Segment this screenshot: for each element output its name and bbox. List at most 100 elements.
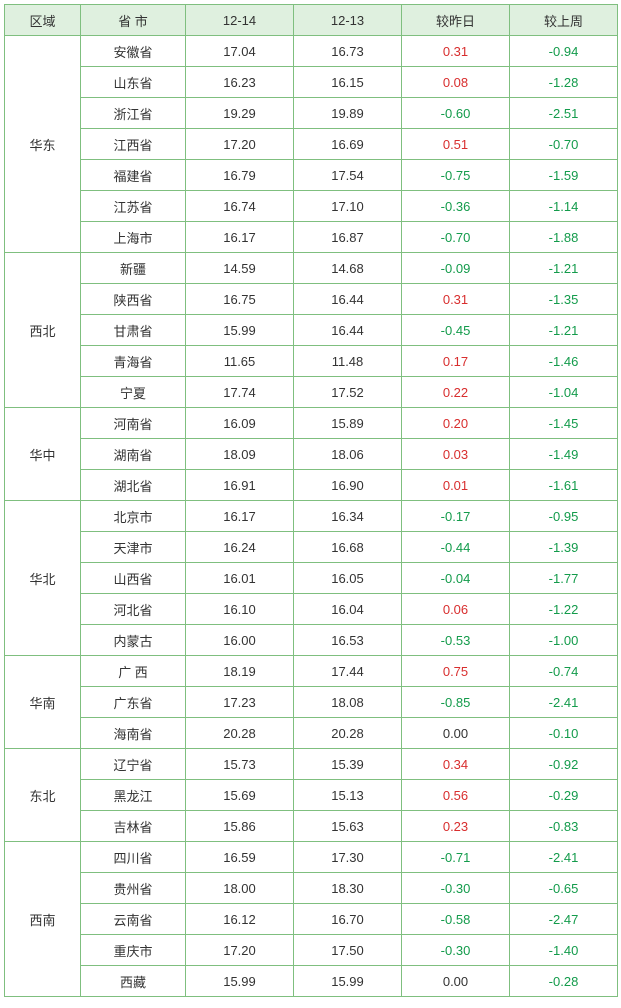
- delta-yday-cell: 0.23: [402, 811, 510, 842]
- value-d1-cell: 16.00: [186, 625, 294, 656]
- delta-lweek-cell: -1.46: [510, 346, 618, 377]
- delta-lweek-cell: -1.28: [510, 67, 618, 98]
- value-d1-cell: 16.01: [186, 563, 294, 594]
- table-row: 河北省16.1016.040.06-1.22: [5, 594, 618, 625]
- value-d2-cell: 15.89: [294, 408, 402, 439]
- price-table: 区域 省 市 12-14 12-13 较昨日 较上周 华东安徽省17.0416.…: [4, 4, 618, 997]
- province-cell: 重庆市: [81, 935, 186, 966]
- province-cell: 江苏省: [81, 191, 186, 222]
- delta-yday-cell: -0.44: [402, 532, 510, 563]
- delta-yday-cell: -0.60: [402, 98, 510, 129]
- region-cell: 东北: [5, 749, 81, 842]
- delta-lweek-cell: -1.22: [510, 594, 618, 625]
- province-cell: 宁夏: [81, 377, 186, 408]
- table-row: 西南四川省16.5917.30-0.71-2.41: [5, 842, 618, 873]
- table-row: 西北新疆14.5914.68-0.09-1.21: [5, 253, 618, 284]
- delta-yday-cell: -0.85: [402, 687, 510, 718]
- table-row: 上海市16.1716.87-0.70-1.88: [5, 222, 618, 253]
- table-row: 湖南省18.0918.060.03-1.49: [5, 439, 618, 470]
- delta-lweek-cell: -1.21: [510, 253, 618, 284]
- delta-lweek-cell: -0.94: [510, 36, 618, 67]
- table-row: 华中河南省16.0915.890.20-1.45: [5, 408, 618, 439]
- province-cell: 云南省: [81, 904, 186, 935]
- delta-lweek-cell: -2.41: [510, 842, 618, 873]
- region-cell: 华中: [5, 408, 81, 501]
- region-cell: 华北: [5, 501, 81, 656]
- table-row: 华南广 西18.1917.440.75-0.74: [5, 656, 618, 687]
- col-header-date1: 12-14: [186, 5, 294, 36]
- value-d2-cell: 11.48: [294, 346, 402, 377]
- delta-lweek-cell: -1.40: [510, 935, 618, 966]
- value-d2-cell: 17.30: [294, 842, 402, 873]
- table-row: 海南省20.2820.280.00-0.10: [5, 718, 618, 749]
- value-d1-cell: 16.17: [186, 222, 294, 253]
- province-cell: 上海市: [81, 222, 186, 253]
- value-d1-cell: 20.28: [186, 718, 294, 749]
- value-d1-cell: 18.00: [186, 873, 294, 904]
- table-row: 黑龙江15.6915.130.56-0.29: [5, 780, 618, 811]
- value-d1-cell: 16.74: [186, 191, 294, 222]
- value-d1-cell: 15.69: [186, 780, 294, 811]
- value-d1-cell: 15.73: [186, 749, 294, 780]
- region-cell: 西北: [5, 253, 81, 408]
- delta-yday-cell: 0.08: [402, 67, 510, 98]
- province-cell: 山西省: [81, 563, 186, 594]
- province-cell: 内蒙古: [81, 625, 186, 656]
- delta-yday-cell: -0.45: [402, 315, 510, 346]
- delta-lweek-cell: -1.00: [510, 625, 618, 656]
- col-header-vs-yday: 较昨日: [402, 5, 510, 36]
- delta-yday-cell: -0.30: [402, 935, 510, 966]
- delta-lweek-cell: -0.70: [510, 129, 618, 160]
- province-cell: 广东省: [81, 687, 186, 718]
- delta-lweek-cell: -0.95: [510, 501, 618, 532]
- province-cell: 湖北省: [81, 470, 186, 501]
- province-cell: 西藏: [81, 966, 186, 997]
- province-cell: 吉林省: [81, 811, 186, 842]
- table-row: 陕西省16.7516.440.31-1.35: [5, 284, 618, 315]
- delta-lweek-cell: -0.28: [510, 966, 618, 997]
- province-cell: 新疆: [81, 253, 186, 284]
- value-d2-cell: 16.15: [294, 67, 402, 98]
- province-cell: 陕西省: [81, 284, 186, 315]
- delta-yday-cell: -0.04: [402, 563, 510, 594]
- region-cell: 华东: [5, 36, 81, 253]
- value-d2-cell: 16.05: [294, 563, 402, 594]
- delta-lweek-cell: -0.74: [510, 656, 618, 687]
- value-d2-cell: 16.34: [294, 501, 402, 532]
- delta-lweek-cell: -1.88: [510, 222, 618, 253]
- value-d2-cell: 16.44: [294, 315, 402, 346]
- province-cell: 辽宁省: [81, 749, 186, 780]
- value-d2-cell: 16.90: [294, 470, 402, 501]
- value-d1-cell: 18.09: [186, 439, 294, 470]
- province-cell: 北京市: [81, 501, 186, 532]
- header-row: 区域 省 市 12-14 12-13 较昨日 较上周: [5, 5, 618, 36]
- delta-yday-cell: -0.70: [402, 222, 510, 253]
- delta-lweek-cell: -2.51: [510, 98, 618, 129]
- delta-lweek-cell: -0.29: [510, 780, 618, 811]
- delta-yday-cell: 0.06: [402, 594, 510, 625]
- delta-yday-cell: 0.75: [402, 656, 510, 687]
- table-row: 西藏15.9915.990.00-0.28: [5, 966, 618, 997]
- delta-lweek-cell: -1.61: [510, 470, 618, 501]
- value-d2-cell: 18.06: [294, 439, 402, 470]
- delta-yday-cell: -0.71: [402, 842, 510, 873]
- delta-yday-cell: -0.17: [402, 501, 510, 532]
- value-d1-cell: 16.10: [186, 594, 294, 625]
- col-header-vs-lweek: 较上周: [510, 5, 618, 36]
- delta-yday-cell: -0.75: [402, 160, 510, 191]
- value-d1-cell: 15.86: [186, 811, 294, 842]
- delta-yday-cell: 0.34: [402, 749, 510, 780]
- delta-lweek-cell: -1.04: [510, 377, 618, 408]
- table-row: 江苏省16.7417.10-0.36-1.14: [5, 191, 618, 222]
- value-d2-cell: 17.10: [294, 191, 402, 222]
- value-d1-cell: 16.79: [186, 160, 294, 191]
- delta-yday-cell: 0.22: [402, 377, 510, 408]
- delta-lweek-cell: -2.41: [510, 687, 618, 718]
- value-d2-cell: 16.87: [294, 222, 402, 253]
- table-row: 东北辽宁省15.7315.390.34-0.92: [5, 749, 618, 780]
- table-row: 重庆市17.2017.50-0.30-1.40: [5, 935, 618, 966]
- table-row: 山东省16.2316.150.08-1.28: [5, 67, 618, 98]
- delta-lweek-cell: -1.45: [510, 408, 618, 439]
- table-row: 华东安徽省17.0416.730.31-0.94: [5, 36, 618, 67]
- value-d1-cell: 18.19: [186, 656, 294, 687]
